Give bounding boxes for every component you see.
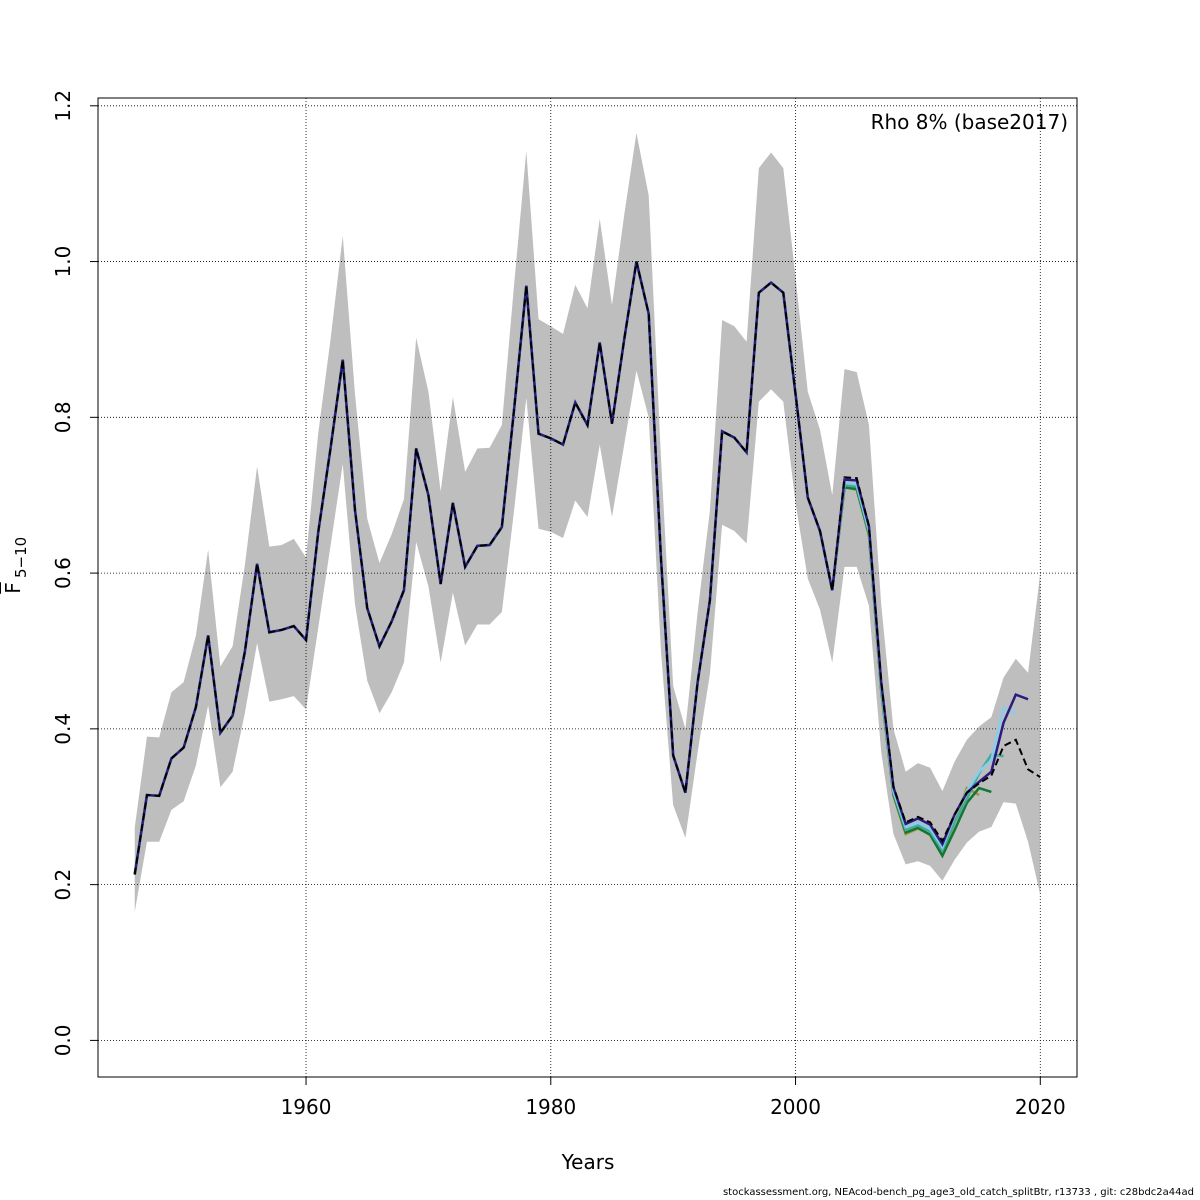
y-tick-label: 0.8: [51, 401, 75, 433]
axes: 1960 1980 2000 2020 0.0 0.2 0.4 0.6 0.8 1.0 1.2: [51, 90, 1066, 1119]
annotation-label: Rho 8% (base2017): [871, 110, 1068, 134]
x-tick-label: 2000: [770, 1095, 821, 1119]
y-tick-label: 1.2: [51, 90, 75, 122]
grid: [98, 98, 1077, 1077]
x-axis-label: Years: [561, 1150, 615, 1174]
y-tick-label: 1.0: [51, 246, 75, 278]
confidence-band: [134, 133, 1041, 912]
y-axis-label-subscript: 5−10: [12, 537, 30, 578]
x-tick-label: 2020: [1015, 1095, 1066, 1119]
y-axis-label-main: F: [1, 582, 25, 594]
confidence-band-layer: [134, 133, 1041, 912]
y-tick-label: 0.6: [51, 557, 75, 589]
footer-credit: stockassessment.org, NEAcod-bench_pg_age…: [722, 1187, 1194, 1198]
y-tick-label: 0.2: [51, 869, 75, 901]
series-lines: [133, 261, 1041, 875]
plot-frame: [97, 97, 1078, 1078]
y-tick-label: 0.4: [51, 713, 75, 745]
y-axis-label: F 5−10: [1, 537, 30, 594]
y-tick-label: 0.0: [51, 1024, 75, 1056]
x-tick-label: 1960: [281, 1095, 332, 1119]
x-tick-label: 1980: [525, 1095, 576, 1119]
base-series-line: [133, 261, 1041, 875]
